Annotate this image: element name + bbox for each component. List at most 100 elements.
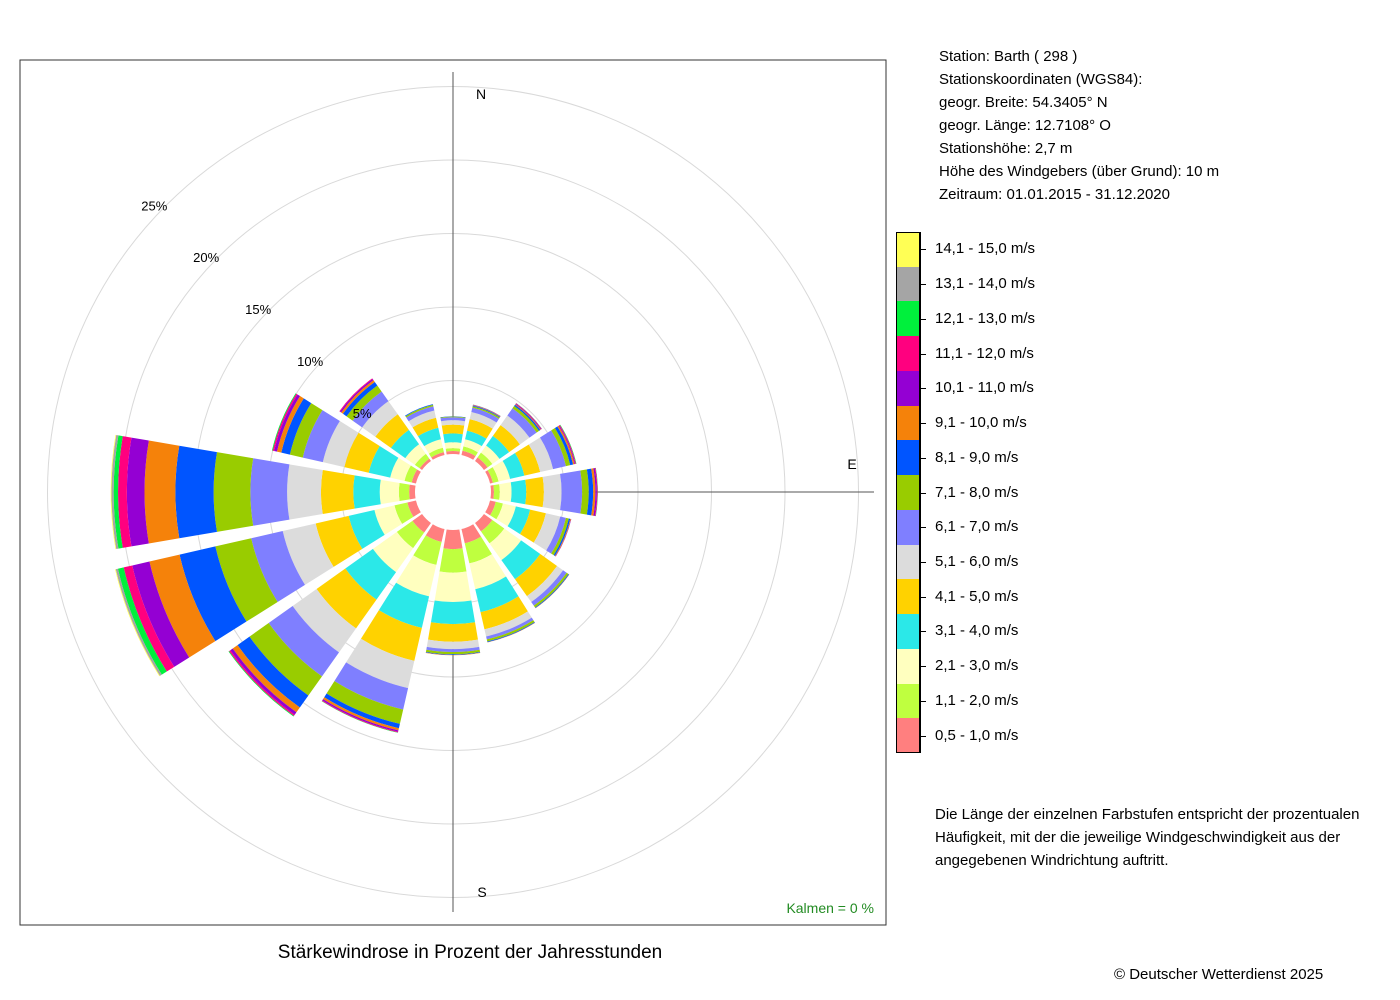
sector-SW-class-8: [249, 623, 322, 696]
legend-label: 9,1 - 10,0 m/s: [935, 414, 1027, 432]
sector-SSW-class-9: [324, 693, 400, 729]
legend-label: 12,1 - 13,0 m/s: [935, 309, 1036, 327]
sector-WNW-class-1: [411, 469, 421, 484]
radial-tick-label: 10%: [297, 354, 323, 369]
sector-SO-class-1: [475, 514, 493, 532]
sector-W-class-13: [113, 435, 123, 549]
sector-SO-class-2: [480, 519, 505, 544]
sector-N-class-3: [444, 442, 462, 449]
sector-W-class-10: [144, 440, 180, 544]
copyright: © Deutscher Wetterdienst 2025: [1114, 966, 1324, 983]
sector-SO-class-5: [515, 554, 558, 597]
sector-S-class-3: [434, 571, 472, 603]
sector-ONO-class-9: [554, 426, 574, 466]
sector-S-class-8: [425, 649, 481, 655]
legend-label: 14,1 - 15,0 m/s: [935, 240, 1036, 258]
note-line: Die Länge der einzelnen Farbstufen entsp…: [935, 806, 1360, 823]
sector-WSW-class-3: [374, 505, 403, 535]
sector-SW-class-10: [232, 645, 300, 713]
sector-NW-class-2: [414, 453, 430, 469]
sector-NNW-class-7: [406, 406, 435, 422]
sector-WSW-class-11: [132, 561, 190, 667]
sector-SSO-class-6: [484, 611, 532, 637]
sector-S-class-10: [425, 652, 481, 656]
sector-W-class-8: [213, 452, 254, 532]
sector-NNW-class-6: [408, 410, 436, 428]
legend-label: 1,1 - 2,0 m/s: [935, 691, 1019, 709]
legend-label: 5,1 - 6,0 m/s: [935, 552, 1019, 570]
sector-NO-class-4: [486, 435, 510, 459]
sector-O-class-5: [525, 476, 544, 508]
sector-S-class-6: [426, 639, 480, 650]
legend-swatch: [896, 266, 920, 302]
sector-WNW-class-5: [344, 432, 380, 473]
legend-tick: [920, 388, 926, 390]
sector-ONO-class-10: [557, 425, 575, 465]
legend-label: 3,1 - 4,0 m/s: [935, 622, 1019, 640]
legend-swatch: [896, 336, 920, 371]
plot-area: [47, 72, 874, 912]
sector-O-class-1: [490, 485, 494, 499]
station-height: Stationshöhe: 2,7 m: [939, 140, 1073, 157]
radial-tick-label: 15%: [245, 302, 271, 317]
sector-WNW-class-12: [272, 393, 298, 452]
direction-label-S: S: [477, 884, 486, 900]
station-coords-header: Stationskoordinaten (WGS84):: [939, 71, 1143, 88]
sector-NNW-class-3: [424, 439, 443, 454]
legend-tick: [920, 423, 926, 425]
legend-tick: [920, 318, 926, 320]
legend-label: 11,1 - 12,0 m/s: [935, 344, 1034, 362]
sector-S-class-9: [425, 651, 481, 655]
sector-NO-class-5: [492, 425, 520, 453]
sector-SSW-class-1: [425, 524, 445, 542]
sector-ONO-class-5: [515, 444, 541, 476]
sector-O-class-4: [510, 479, 527, 505]
sector-OSO-class-2: [490, 501, 503, 520]
sector-SSW-class-3: [396, 555, 437, 597]
sector-S-class-7: [426, 646, 480, 653]
sector-WSW-class-12: [123, 565, 175, 672]
sector-NW-class-9: [342, 381, 378, 417]
sector-WSW-class-13: [117, 567, 167, 675]
sector-WSW-class-6: [282, 523, 334, 585]
sector-W-class-4: [353, 475, 381, 509]
sector-NW-class-4: [390, 429, 420, 459]
sector-WSW-class-10: [149, 554, 216, 658]
sector-NW-class-8: [346, 385, 382, 421]
legend-tick: [920, 492, 926, 494]
sector-NNO-class-4: [465, 430, 487, 447]
sector-O-class-12: [594, 467, 598, 517]
sector-NW-class-11: [339, 378, 374, 413]
legend-label: 13,1 - 14,0 m/s: [935, 275, 1036, 293]
sector-OSO-class-9: [553, 518, 571, 556]
sector-NW-class-7: [352, 391, 389, 428]
sector-W-class-2: [398, 482, 410, 502]
legend-label: 7,1 - 8,0 m/s: [935, 483, 1019, 501]
sector-NNW-class-5: [412, 417, 439, 437]
legend-frame: [896, 232, 921, 753]
sector-SO-class-7: [531, 570, 567, 606]
legend-label: 10,1 - 11,0 m/s: [935, 379, 1034, 397]
note-line: angegebenen Windrichtung auftritt.: [935, 852, 1169, 869]
sector-ONO-class-1: [485, 470, 493, 484]
sector-NNW-class-1: [431, 452, 445, 460]
sector-O-class-8: [580, 469, 589, 515]
sector-O-class-7: [560, 470, 583, 514]
sector-WSW-class-5: [315, 515, 363, 567]
sector-SW-class-11: [230, 648, 297, 715]
sector-S-class-1: [443, 529, 463, 550]
sector-N-class-2: [445, 448, 461, 452]
sector-SSO-class-4: [475, 576, 519, 613]
sector-ONO-class-6: [528, 437, 554, 473]
sector-NO-class-7: [507, 408, 537, 438]
sector-NNO-class-6: [469, 411, 497, 429]
wind-rose-chart: 5% 10% 15% 20% 25% N E S Kalmen = 0 %: [19, 59, 887, 926]
sector-SSW-class-10: [323, 697, 399, 731]
sector-OSO-class-8: [551, 517, 569, 556]
sector-ONO-class-2: [487, 467, 499, 483]
sector-W-class-1: [409, 484, 416, 500]
sector-NNO-class-9: [472, 405, 501, 418]
sector-SW-class-1: [412, 514, 431, 533]
chart-caption: Stärkewindrose in Prozent der Jahresstun…: [277, 942, 663, 963]
sector-O-class-11: [593, 468, 597, 516]
